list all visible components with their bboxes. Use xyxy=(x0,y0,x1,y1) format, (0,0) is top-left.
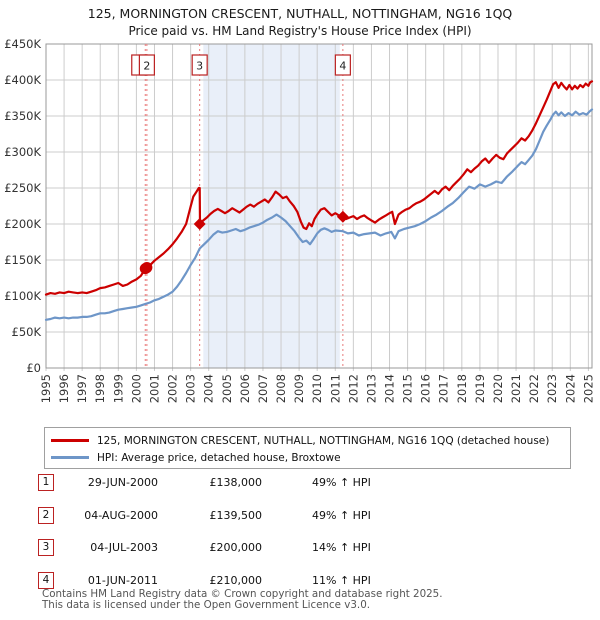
y-axis-label: £400K xyxy=(4,73,41,87)
transaction-date: 01-JUN-2011 xyxy=(87,573,158,587)
transaction-price: £200,000 xyxy=(209,541,263,554)
transaction-row: 1 29-JUN-2000 £138,000 49% ↑ HPI xyxy=(38,474,598,492)
x-axis-label: 2021 xyxy=(509,374,523,403)
transaction-row: 2 04-AUG-2000 £139,500 49% ↑ HPI xyxy=(38,506,598,525)
page-subtitle: Price paid vs. HM Land Registry's House … xyxy=(128,24,472,38)
transaction-number-badge: 4 xyxy=(38,571,54,589)
x-axis-label: 1995 xyxy=(39,374,53,403)
x-axis-label: 2008 xyxy=(274,374,288,403)
transaction-number-badge: 2 xyxy=(38,506,54,524)
x-axis-label: 1999 xyxy=(111,374,125,403)
x-axis-label: 2002 xyxy=(166,374,180,403)
transaction-date: 29-JUN-2000 xyxy=(87,476,158,489)
sale-point-diamond xyxy=(193,218,206,230)
transaction-price: £210,000 xyxy=(209,573,263,587)
license-footer: Contains HM Land Registry data © Crown c… xyxy=(42,589,582,611)
transaction-row: 3 04-JUL-2003 £200,000 14% ↑ HPI xyxy=(38,539,598,557)
transaction-date: 04-JUL-2003 xyxy=(90,541,158,554)
x-axis-label: 1998 xyxy=(93,374,107,403)
transaction-number-badge: 1 xyxy=(38,474,54,491)
x-axis-label: 2020 xyxy=(491,374,505,403)
transaction-number-box xyxy=(334,54,351,76)
x-axis-label: 2018 xyxy=(455,374,469,403)
x-axis-label: 2024 xyxy=(563,374,577,403)
transactions-table: 1 29-JUN-2000 £138,000 49% ↑ HPI 2 04-AUG-200… xyxy=(38,474,598,589)
transaction-price: £138,000 xyxy=(209,476,263,489)
transaction-date: 04-AUG-2000 xyxy=(84,508,158,522)
x-axis-label: 2011 xyxy=(328,374,342,403)
x-axis-label: 2003 xyxy=(184,374,198,403)
x-axis-label: 2022 xyxy=(527,374,541,403)
x-axis-label: 2007 xyxy=(256,374,270,403)
legend-label-property: 125, MORNINGTON CRESCENT, NUTHALL, NOTTI… xyxy=(97,434,550,447)
ownership-period-shading xyxy=(203,44,340,368)
transaction-price: £139,500 xyxy=(209,508,263,522)
x-axis-label: 2015 xyxy=(401,374,415,403)
y-axis-label: £100K xyxy=(4,289,41,303)
page-title: 125, MORNINGTON CRESCENT, NUTHALL, NOTTI… xyxy=(87,6,513,21)
x-axis-label: 2017 xyxy=(437,374,451,403)
transaction-hpi-diff: 49% ↑ HPI xyxy=(312,508,371,522)
transaction-row: 4 01-JUN-2011 £210,000 11% ↑ HPI xyxy=(38,571,598,590)
transaction-hpi-diff: 11% ↑ HPI xyxy=(312,573,371,587)
hpi-line-swatch xyxy=(51,456,89,459)
x-axis-label: 2010 xyxy=(310,374,324,403)
chart-legend: 125, MORNINGTON CRESCENT, NUTHALL, NOTTI… xyxy=(44,427,571,469)
y-axis-label: £50K xyxy=(12,325,42,339)
x-axis-label: 2001 xyxy=(147,374,161,403)
transaction-number-label: 3 xyxy=(196,60,203,73)
x-axis-label: 2023 xyxy=(545,374,559,403)
transaction-hpi-diff: 14% ↑ HPI xyxy=(312,541,371,554)
legend-item-hpi: HPI: Average price, detached house, Brox… xyxy=(51,449,564,466)
y-axis-label: £450K xyxy=(4,37,41,51)
price-chart: 2 3 4 £0 £50K £100K £150K £200K £250K £300K £350K £… xyxy=(4,37,595,403)
x-axis-label: 2013 xyxy=(364,374,378,403)
x-axis-label: 2025 xyxy=(581,374,595,403)
x-axis-label: 2000 xyxy=(129,374,143,403)
x-axis-label: 1997 xyxy=(75,374,89,403)
x-axis-label: 2019 xyxy=(473,374,487,403)
x-axis-label: 2016 xyxy=(419,374,433,403)
legend-item-property: 125, MORNINGTON CRESCENT, NUTHALL, NOTTI… xyxy=(51,432,564,449)
y-axis-label: £350K xyxy=(4,109,41,123)
footer-line-2: This data is licensed under the Open Gov… xyxy=(42,599,371,611)
transaction-hpi-diff: 49% ↑ HPI xyxy=(312,476,371,489)
y-axis-label: £300K xyxy=(4,145,41,159)
property-price-series-line xyxy=(44,80,594,296)
transaction-number-label: 4 xyxy=(339,60,346,73)
y-axis-label: £200K xyxy=(4,217,41,231)
hpi-series-line xyxy=(44,108,594,321)
legend-label-hpi: HPI: Average price, detached house, Brox… xyxy=(97,451,341,464)
property-line-swatch xyxy=(51,439,89,442)
x-axis-label: 2005 xyxy=(220,374,234,403)
x-axis-label: 1996 xyxy=(57,374,71,403)
y-axis-label: £0 xyxy=(26,361,41,375)
transaction-number-box xyxy=(191,54,208,76)
y-axis-label: £150K xyxy=(4,253,41,267)
transaction-number-label: 2 xyxy=(143,60,150,73)
transaction-number-badge: 3 xyxy=(38,539,54,556)
x-axis-label: 2004 xyxy=(202,374,216,403)
footer-line-1: Contains HM Land Registry data © Crown c… xyxy=(42,588,443,600)
x-axis-label: 2012 xyxy=(346,374,360,403)
x-axis-label: 2006 xyxy=(238,374,252,403)
transaction-number-box xyxy=(138,54,155,76)
x-axis-label: 2014 xyxy=(383,374,397,403)
sale-point-circle xyxy=(141,262,153,274)
y-axis-label: £250K xyxy=(4,181,41,195)
sale-point-diamond xyxy=(336,210,349,223)
x-axis-label: 2009 xyxy=(292,374,306,403)
plot-border xyxy=(45,43,593,369)
